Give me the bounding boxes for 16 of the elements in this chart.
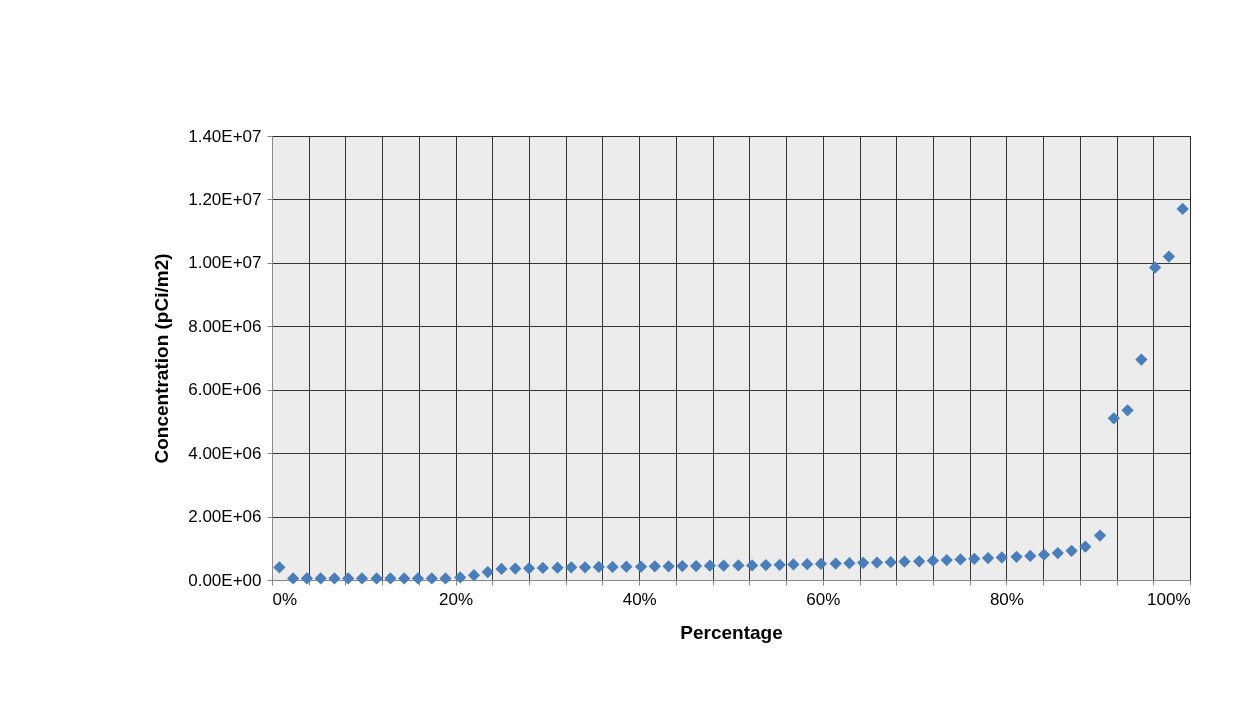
y-tick-label: 0.00E+00 [188, 570, 262, 590]
y-tick-label: 1.00E+07 [188, 253, 262, 273]
x-tick-label: 60% [806, 589, 841, 609]
y-tick-label: 1.40E+07 [188, 126, 262, 146]
y-tick-label: 4.00E+06 [188, 443, 262, 463]
x-tick-label: 80% [989, 589, 1024, 609]
x-axis-title: Percentage [680, 621, 783, 643]
y-tick-label: 6.00E+06 [188, 380, 262, 400]
y-tick-label: 2.00E+06 [188, 507, 262, 527]
y-tick-label: 1.20E+07 [188, 189, 262, 209]
x-tick-label: 20% [439, 589, 474, 609]
y-axis-title: Concentration (pCi/m2) [151, 253, 173, 464]
x-tick-label: 40% [622, 589, 657, 609]
y-tick-label: 8.00E+06 [188, 316, 262, 336]
x-tick-label: 100% [1147, 589, 1191, 609]
x-tick-label: 0% [272, 589, 298, 609]
